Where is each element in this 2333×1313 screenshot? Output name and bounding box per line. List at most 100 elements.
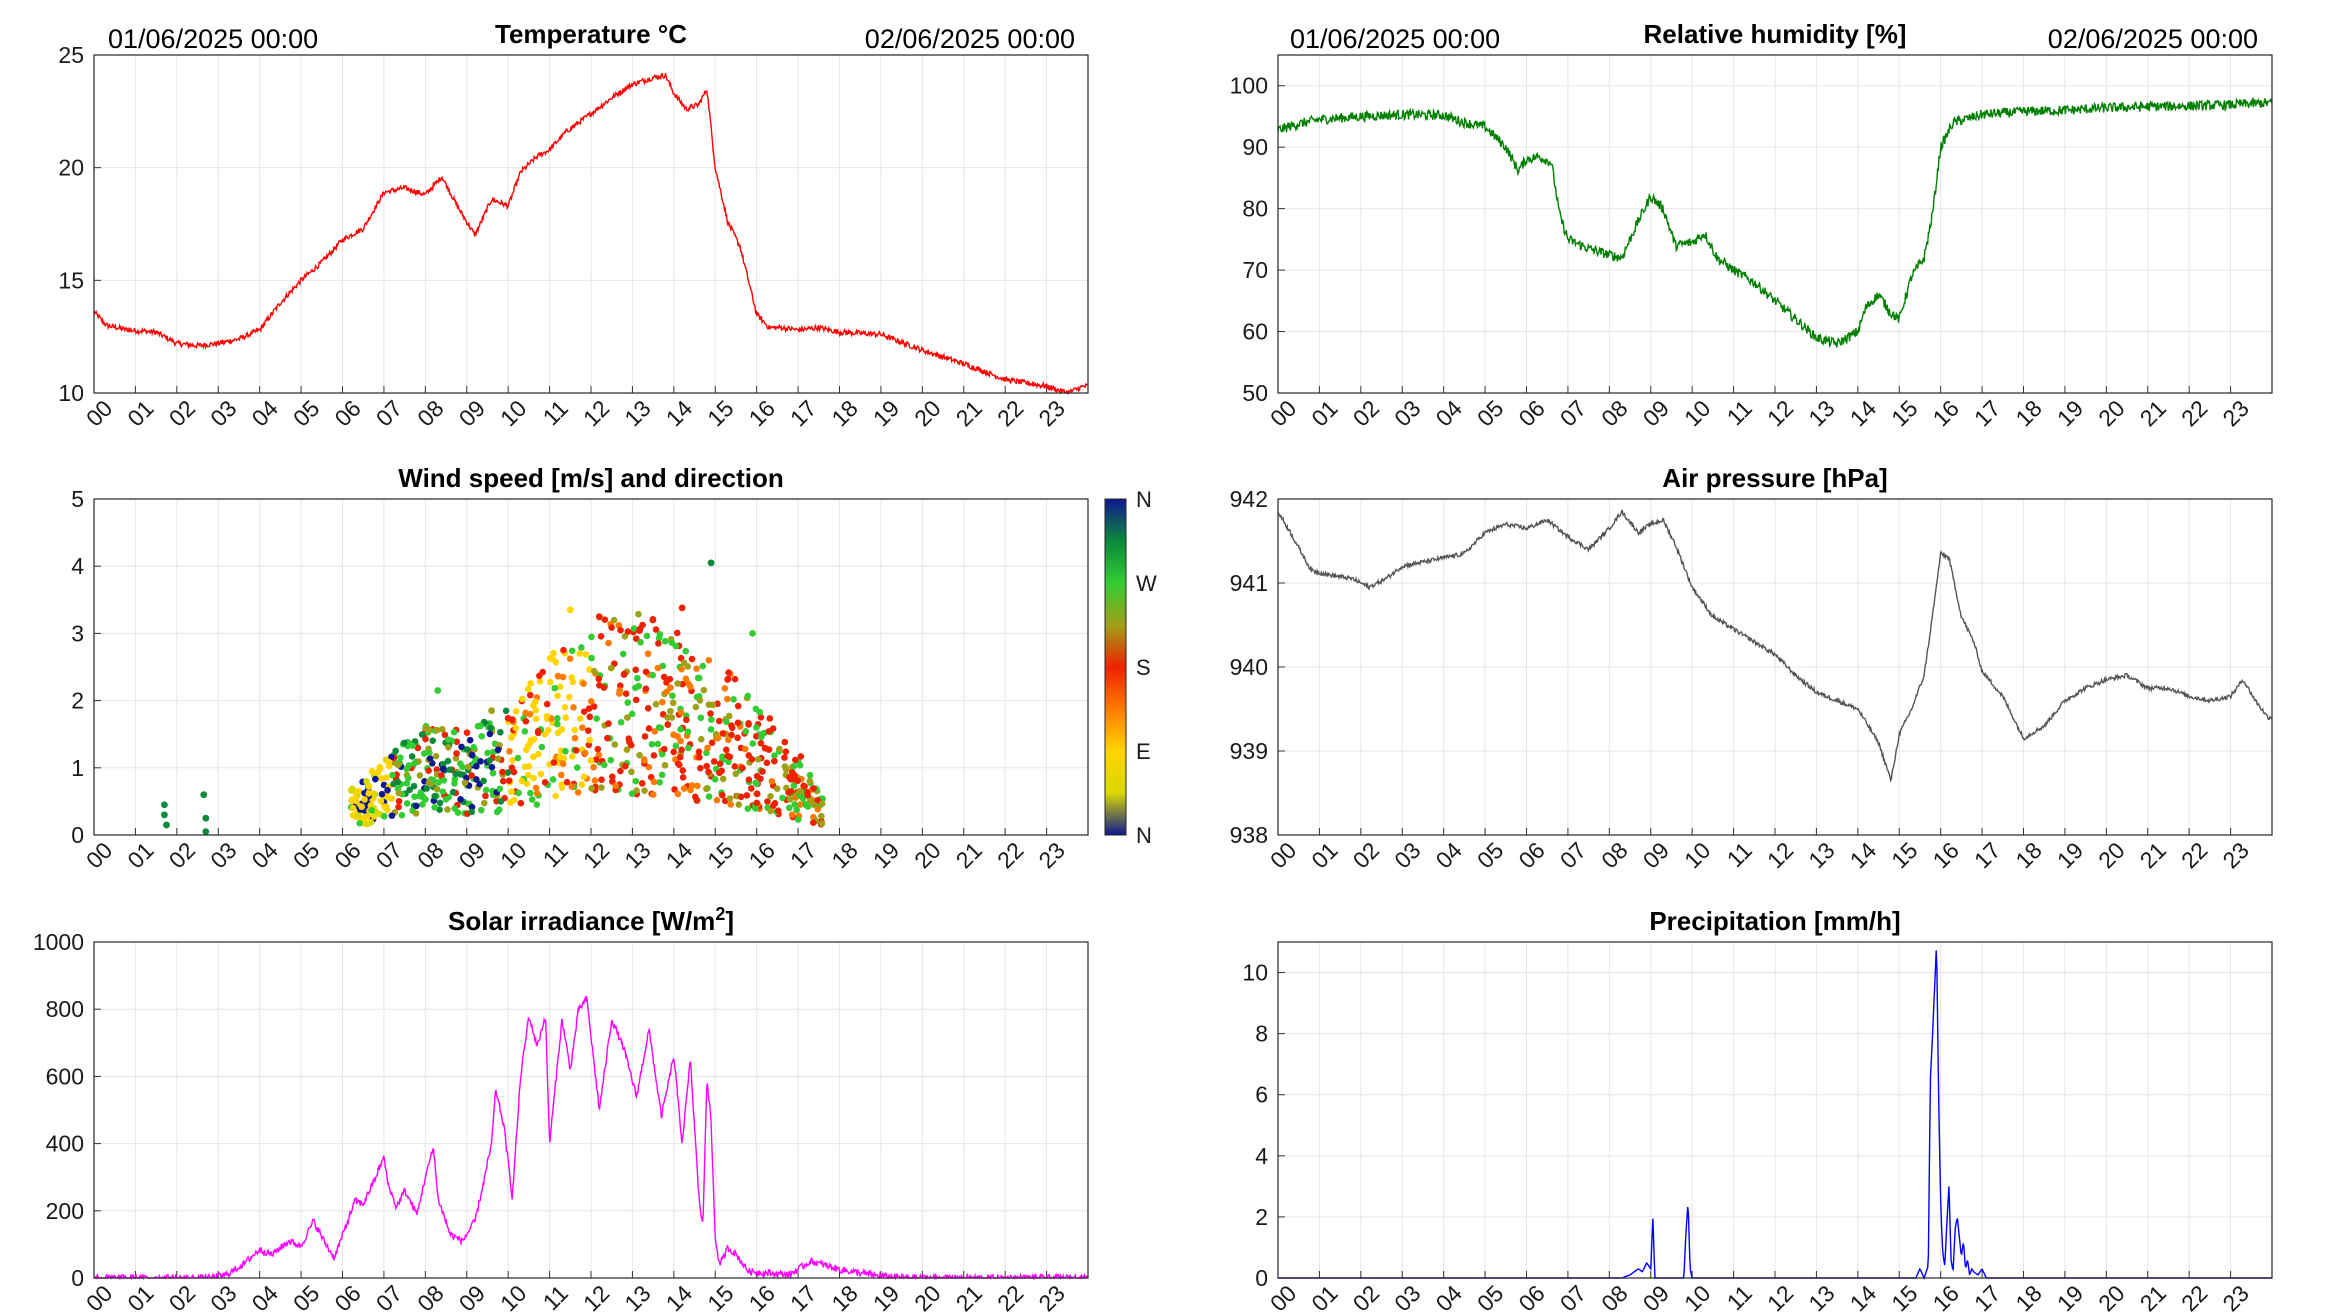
colorbar-label: W <box>1136 571 1157 596</box>
wind-point <box>450 728 458 736</box>
wind-point <box>679 774 687 781</box>
wind-point <box>703 762 710 770</box>
wind-point <box>687 786 694 794</box>
wind-point <box>744 692 752 700</box>
wind-point <box>161 811 168 819</box>
wind-point <box>735 801 743 808</box>
x-tick-label: 22 <box>992 1280 1028 1313</box>
x-tick-label: 09 <box>1638 837 1674 873</box>
wind-point <box>591 667 598 675</box>
x-tick-label: 19 <box>868 395 904 431</box>
wind-point <box>571 726 579 734</box>
wind-point <box>767 793 774 800</box>
wind-point <box>619 650 627 658</box>
wind-point <box>785 804 793 812</box>
wind-point <box>731 675 739 683</box>
wind-point <box>753 799 761 807</box>
wind-point <box>585 705 593 712</box>
x-tick-label: 15 <box>702 837 738 873</box>
x-tick-label: 01 <box>1306 1280 1342 1313</box>
y-tick-label: 70 <box>1242 257 1268 283</box>
wind-point <box>439 760 447 768</box>
x-tick-label: 11 <box>538 395 573 430</box>
wind-point <box>707 726 715 733</box>
x-tick-label: 08 <box>412 1280 448 1313</box>
right-end-timestamp: 02/06/2025 00:00 <box>2048 24 2258 54</box>
wind-point <box>559 673 567 681</box>
x-tick-label: 03 <box>205 837 241 873</box>
wind-point <box>413 802 420 810</box>
wind-point <box>594 745 602 753</box>
wind-point <box>713 796 721 804</box>
wind-point <box>349 804 357 812</box>
wind-point <box>718 791 726 799</box>
wind-point <box>806 771 814 779</box>
wind-point <box>451 775 459 783</box>
wind-point <box>818 812 825 820</box>
x-tick-label: 18 <box>826 395 862 431</box>
wind-point <box>632 684 639 692</box>
wind-point <box>419 801 426 808</box>
y-tick-label: 942 <box>1230 486 1268 512</box>
wind-point <box>368 768 376 775</box>
wind-point <box>716 760 724 768</box>
x-tick-label: 16 <box>1928 1280 1964 1313</box>
wind-point <box>347 787 355 794</box>
wind-point <box>563 778 571 786</box>
wind-point <box>694 782 701 790</box>
wind-point <box>752 779 760 787</box>
y-tick-label: 2 <box>71 688 84 714</box>
wind-point <box>810 801 818 809</box>
wind-point <box>723 718 730 726</box>
x-tick-label: 19 <box>868 1280 904 1313</box>
wind-point <box>628 790 636 797</box>
x-tick-label: 22 <box>2176 395 2212 431</box>
x-tick-label: 02 <box>164 395 200 431</box>
wind-point <box>580 773 588 780</box>
colorbar-gradient <box>1104 498 1127 836</box>
wind-point <box>794 816 802 823</box>
x-tick-label: 08 <box>1596 1280 1632 1313</box>
plot-frame <box>1277 54 2273 394</box>
x-tick-label: 16 <box>744 837 780 873</box>
wind-point <box>477 722 484 730</box>
wind-point <box>704 744 711 752</box>
wind-point <box>683 716 690 724</box>
chart-temp: Temperature °C 10 15 20 25 00 01 02 03 04 05 06 07 08… <box>58 19 1089 431</box>
wind-point <box>502 707 510 715</box>
wind-point <box>726 795 734 802</box>
wind-point <box>641 733 649 740</box>
x-tick-label: 14 <box>1845 395 1882 432</box>
wind-point <box>395 789 403 797</box>
x-tick-label: 22 <box>992 395 1028 431</box>
wind-point <box>660 673 668 681</box>
x-tick-label: 05 <box>288 1280 324 1313</box>
wind-point <box>381 812 388 820</box>
wind-point <box>757 739 765 747</box>
wind-point <box>781 754 788 761</box>
wind-point <box>765 728 773 735</box>
wind-point <box>586 713 594 721</box>
wind-point <box>558 725 566 733</box>
wind-point <box>757 714 765 721</box>
wind-point <box>624 714 631 721</box>
x-tick-label: 05 <box>288 837 324 873</box>
x-tick-label: 18 <box>2010 395 2046 431</box>
x-tick-label: 04 <box>247 1280 284 1313</box>
wind-point <box>530 774 537 782</box>
x-tick-label: 22 <box>2176 837 2212 873</box>
wind-point <box>408 753 416 760</box>
wind-point <box>596 681 603 689</box>
x-tick-label: 04 <box>247 837 284 874</box>
wind-point <box>725 712 733 720</box>
wind-point <box>541 779 549 786</box>
x-tick-label: 13 <box>619 837 655 873</box>
wind-point <box>411 793 418 801</box>
wind-point <box>412 810 420 817</box>
wind-point <box>664 721 672 728</box>
wind-point <box>788 811 796 818</box>
wind-point <box>395 797 403 805</box>
wind-point <box>753 790 761 798</box>
x-tick-label: 21 <box>951 837 987 873</box>
